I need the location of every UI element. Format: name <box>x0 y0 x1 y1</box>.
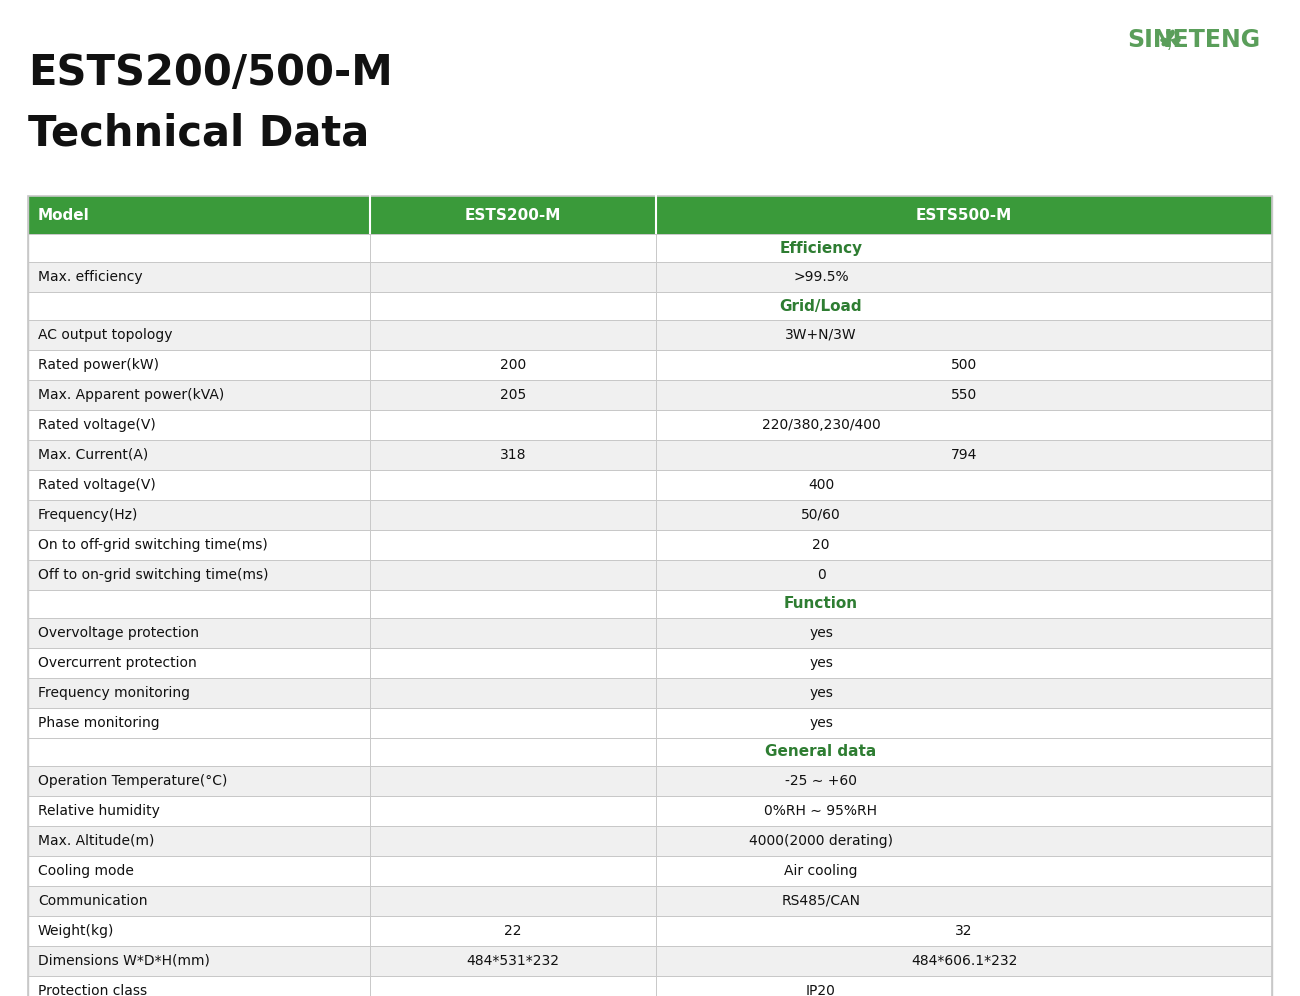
Text: Max. efficiency: Max. efficiency <box>38 270 143 284</box>
Text: 0%RH ∼ 95%RH: 0%RH ∼ 95%RH <box>764 804 878 818</box>
Bar <box>29 738 1271 766</box>
Bar <box>29 470 1271 500</box>
Text: Operation Temperature(°C): Operation Temperature(°C) <box>38 774 228 788</box>
Text: 22: 22 <box>504 924 521 938</box>
Text: Overvoltage protection: Overvoltage protection <box>38 626 199 640</box>
Text: On to off-grid switching time(ms): On to off-grid switching time(ms) <box>38 538 268 552</box>
Bar <box>29 196 1271 234</box>
Bar <box>29 350 1271 380</box>
Text: 794: 794 <box>950 448 978 462</box>
Text: -25 ∼ +60: -25 ∼ +60 <box>785 774 857 788</box>
Text: Dimensions W*D*H(mm): Dimensions W*D*H(mm) <box>38 954 209 968</box>
Bar <box>29 196 1271 996</box>
Text: 550: 550 <box>950 388 978 402</box>
Text: 484*531*232: 484*531*232 <box>467 954 559 968</box>
Bar <box>29 856 1271 886</box>
Text: 4000(2000 derating): 4000(2000 derating) <box>749 834 893 848</box>
Text: 0: 0 <box>816 568 826 582</box>
Text: yes: yes <box>809 626 833 640</box>
Text: Overcurrent protection: Overcurrent protection <box>38 656 196 670</box>
Text: Off to on-grid switching time(ms): Off to on-grid switching time(ms) <box>38 568 269 582</box>
Bar <box>29 590 1271 618</box>
Text: Model: Model <box>38 207 90 222</box>
Text: Technical Data: Technical Data <box>29 112 369 154</box>
Text: AC output topology: AC output topology <box>38 328 173 342</box>
Text: 484*606.1*232: 484*606.1*232 <box>911 954 1017 968</box>
Text: Max. Apparent power(kVA): Max. Apparent power(kVA) <box>38 388 224 402</box>
Text: General data: General data <box>766 744 876 760</box>
Bar <box>29 976 1271 996</box>
Text: Phase monitoring: Phase monitoring <box>38 716 160 730</box>
Text: ESTS200-M: ESTS200-M <box>465 207 562 222</box>
Text: Rated voltage(V): Rated voltage(V) <box>38 478 156 492</box>
Bar <box>29 916 1271 946</box>
Bar <box>29 320 1271 350</box>
Text: Weight(kg): Weight(kg) <box>38 924 114 938</box>
Text: Max. Current(A): Max. Current(A) <box>38 448 148 462</box>
Bar <box>29 678 1271 708</box>
Text: 205: 205 <box>500 388 526 402</box>
Text: yes: yes <box>809 656 833 670</box>
Text: yes: yes <box>809 686 833 700</box>
Bar <box>29 234 1271 262</box>
Bar <box>29 618 1271 648</box>
Text: Frequency(Hz): Frequency(Hz) <box>38 508 138 522</box>
Text: Grid/Load: Grid/Load <box>780 299 862 314</box>
Text: Cooling mode: Cooling mode <box>38 864 134 878</box>
Text: 20: 20 <box>812 538 829 552</box>
Bar <box>29 410 1271 440</box>
Bar <box>29 708 1271 738</box>
Text: ☘: ☘ <box>1158 28 1183 56</box>
Text: 200: 200 <box>500 358 526 372</box>
Bar <box>29 648 1271 678</box>
Text: 400: 400 <box>807 478 835 492</box>
Bar <box>29 886 1271 916</box>
Text: Relative humidity: Relative humidity <box>38 804 160 818</box>
Text: Efficiency: Efficiency <box>780 240 863 256</box>
Text: Max. Altitude(m): Max. Altitude(m) <box>38 834 155 848</box>
Bar <box>29 292 1271 320</box>
Text: 500: 500 <box>950 358 978 372</box>
Bar <box>29 530 1271 560</box>
Text: >99.5%: >99.5% <box>793 270 849 284</box>
Text: 50/60: 50/60 <box>801 508 841 522</box>
Bar <box>29 262 1271 292</box>
Text: Communication: Communication <box>38 894 147 908</box>
Text: ESTS200/500-M: ESTS200/500-M <box>29 52 393 94</box>
Bar <box>29 796 1271 826</box>
Text: Function: Function <box>784 597 858 612</box>
Text: SINETENG: SINETENG <box>1127 28 1260 52</box>
Text: Rated power(kW): Rated power(kW) <box>38 358 159 372</box>
Text: IP20: IP20 <box>806 984 836 996</box>
Bar <box>29 440 1271 470</box>
Text: yes: yes <box>809 716 833 730</box>
Bar <box>29 560 1271 590</box>
Bar <box>29 380 1271 410</box>
Bar <box>29 946 1271 976</box>
Text: 32: 32 <box>956 924 972 938</box>
Text: Frequency monitoring: Frequency monitoring <box>38 686 190 700</box>
Text: ESTS500-M: ESTS500-M <box>916 207 1013 222</box>
Bar <box>29 766 1271 796</box>
Text: 220/380,230/400: 220/380,230/400 <box>762 418 880 432</box>
Text: Protection class: Protection class <box>38 984 147 996</box>
Bar <box>29 826 1271 856</box>
Bar <box>29 500 1271 530</box>
Text: RS485/CAN: RS485/CAN <box>781 894 861 908</box>
Text: Air cooling: Air cooling <box>784 864 858 878</box>
Text: Rated voltage(V): Rated voltage(V) <box>38 418 156 432</box>
Text: 318: 318 <box>499 448 526 462</box>
Text: 3W+N/3W: 3W+N/3W <box>785 328 857 342</box>
